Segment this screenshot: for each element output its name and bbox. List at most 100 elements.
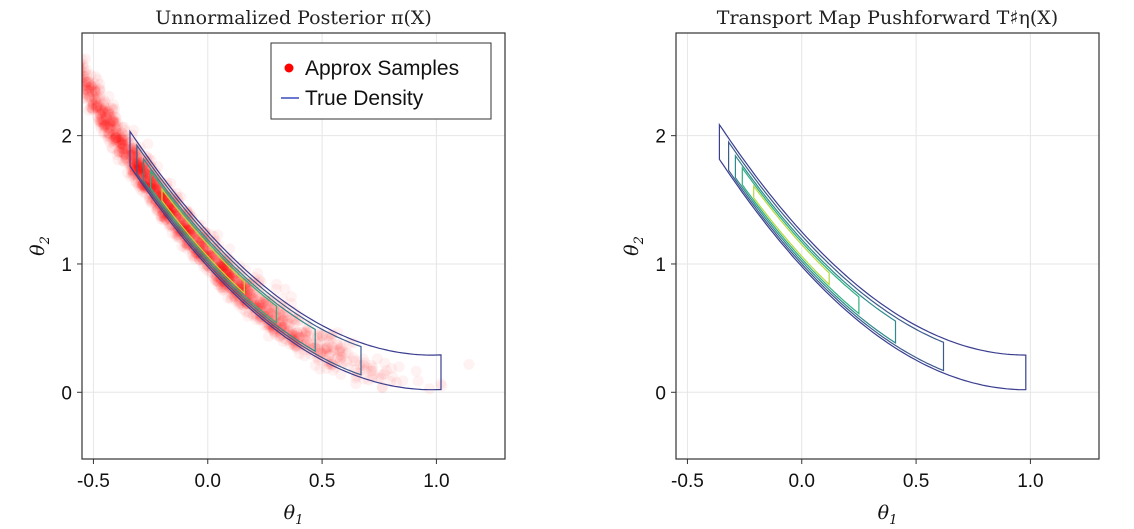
sample-point xyxy=(221,263,233,275)
sample-point xyxy=(247,287,259,299)
sample-point xyxy=(94,83,106,95)
x-tick-label: -0.5 xyxy=(671,471,704,492)
chart-panel-2: -0.5 0.0 0.5 1.0 0 1 2 Transport Map Pushforwar… xyxy=(621,7,1100,528)
sample-point xyxy=(84,94,96,106)
sample-point xyxy=(104,136,116,148)
sample-point xyxy=(39,0,50,8)
sample-point xyxy=(175,191,187,203)
sample-point xyxy=(89,85,101,97)
sample-point xyxy=(63,40,74,51)
sample-point xyxy=(58,44,69,55)
contour-level-2 xyxy=(728,140,945,372)
sample-point xyxy=(289,330,301,342)
sample-point xyxy=(87,104,99,116)
sample-point xyxy=(300,334,312,346)
contour-level-3 xyxy=(143,157,316,353)
sample-point xyxy=(116,127,128,139)
sample-point xyxy=(235,298,247,310)
sample-point xyxy=(52,27,63,38)
sample-point xyxy=(359,357,371,369)
sample-point xyxy=(37,2,48,13)
sample-point xyxy=(112,135,124,147)
sample-point xyxy=(63,39,74,50)
sample-point xyxy=(155,184,167,196)
sample-point xyxy=(71,56,82,67)
contour-level-2 xyxy=(136,143,362,376)
sample-point xyxy=(105,121,117,133)
sample-point xyxy=(94,103,106,115)
sample-point xyxy=(322,341,334,353)
sample-point xyxy=(343,337,355,349)
sample-point xyxy=(256,298,268,310)
sample-point xyxy=(63,54,74,65)
sample-point xyxy=(274,309,286,321)
sample-point xyxy=(83,86,95,97)
sample-point xyxy=(40,0,51,1)
sample-point xyxy=(57,31,68,42)
sample-point xyxy=(354,359,366,371)
sample-point xyxy=(123,147,135,159)
sample-point xyxy=(393,361,405,373)
contour-level-3 xyxy=(734,153,897,345)
sample-point xyxy=(82,62,85,72)
sample-point xyxy=(194,237,206,249)
sample-point xyxy=(328,345,340,357)
sample-point xyxy=(254,296,266,307)
sample-point xyxy=(118,143,130,155)
sample-point xyxy=(118,148,130,160)
sample-point xyxy=(375,372,387,384)
sample-point xyxy=(278,321,289,333)
sample-point xyxy=(113,146,125,158)
sample-point xyxy=(100,111,112,123)
sample-point xyxy=(115,136,127,148)
sample-point xyxy=(118,156,130,168)
sample-point xyxy=(48,17,59,28)
sample-point xyxy=(178,220,189,232)
sample-point xyxy=(85,80,97,92)
sample-point xyxy=(118,131,130,143)
sample-point xyxy=(126,144,138,156)
sample-point xyxy=(109,111,121,122)
sample-point xyxy=(82,79,91,91)
sample-point xyxy=(116,146,128,158)
sample-point xyxy=(50,38,61,49)
sample-point xyxy=(225,291,237,303)
sample-point xyxy=(69,53,80,64)
y-tick-label: 2 xyxy=(655,127,666,148)
sample-point xyxy=(95,116,107,128)
sample-point xyxy=(300,330,312,342)
sample-point xyxy=(118,129,130,141)
sample-point xyxy=(242,286,254,298)
sample-point xyxy=(113,128,125,140)
sample-point xyxy=(219,267,231,279)
sample-point xyxy=(94,109,106,120)
sample-point xyxy=(82,76,92,88)
sample-point xyxy=(122,138,134,150)
sample-point xyxy=(151,177,163,189)
sample-point xyxy=(109,103,121,115)
sample-point xyxy=(133,158,145,170)
sample-point xyxy=(82,71,90,83)
sample-point xyxy=(64,53,75,64)
sample-point xyxy=(235,274,247,286)
sample-point xyxy=(59,45,70,56)
sample-point xyxy=(45,12,56,23)
sample-point xyxy=(252,267,264,279)
sample-point xyxy=(84,102,96,114)
sample-point xyxy=(65,29,76,40)
sample-point xyxy=(103,105,115,117)
sample-point xyxy=(246,276,258,288)
sample-point xyxy=(116,121,128,133)
sample-point xyxy=(55,34,66,45)
sample-point xyxy=(260,298,272,310)
sample-point xyxy=(244,282,256,294)
sample-point xyxy=(365,359,377,371)
sample-point xyxy=(39,5,50,16)
sample-point xyxy=(57,42,68,53)
sample-point xyxy=(197,240,209,252)
contour-series xyxy=(129,129,442,391)
sample-point xyxy=(82,47,83,52)
sample-point xyxy=(331,352,343,364)
sample-point xyxy=(212,279,224,291)
sample-point xyxy=(328,342,340,354)
